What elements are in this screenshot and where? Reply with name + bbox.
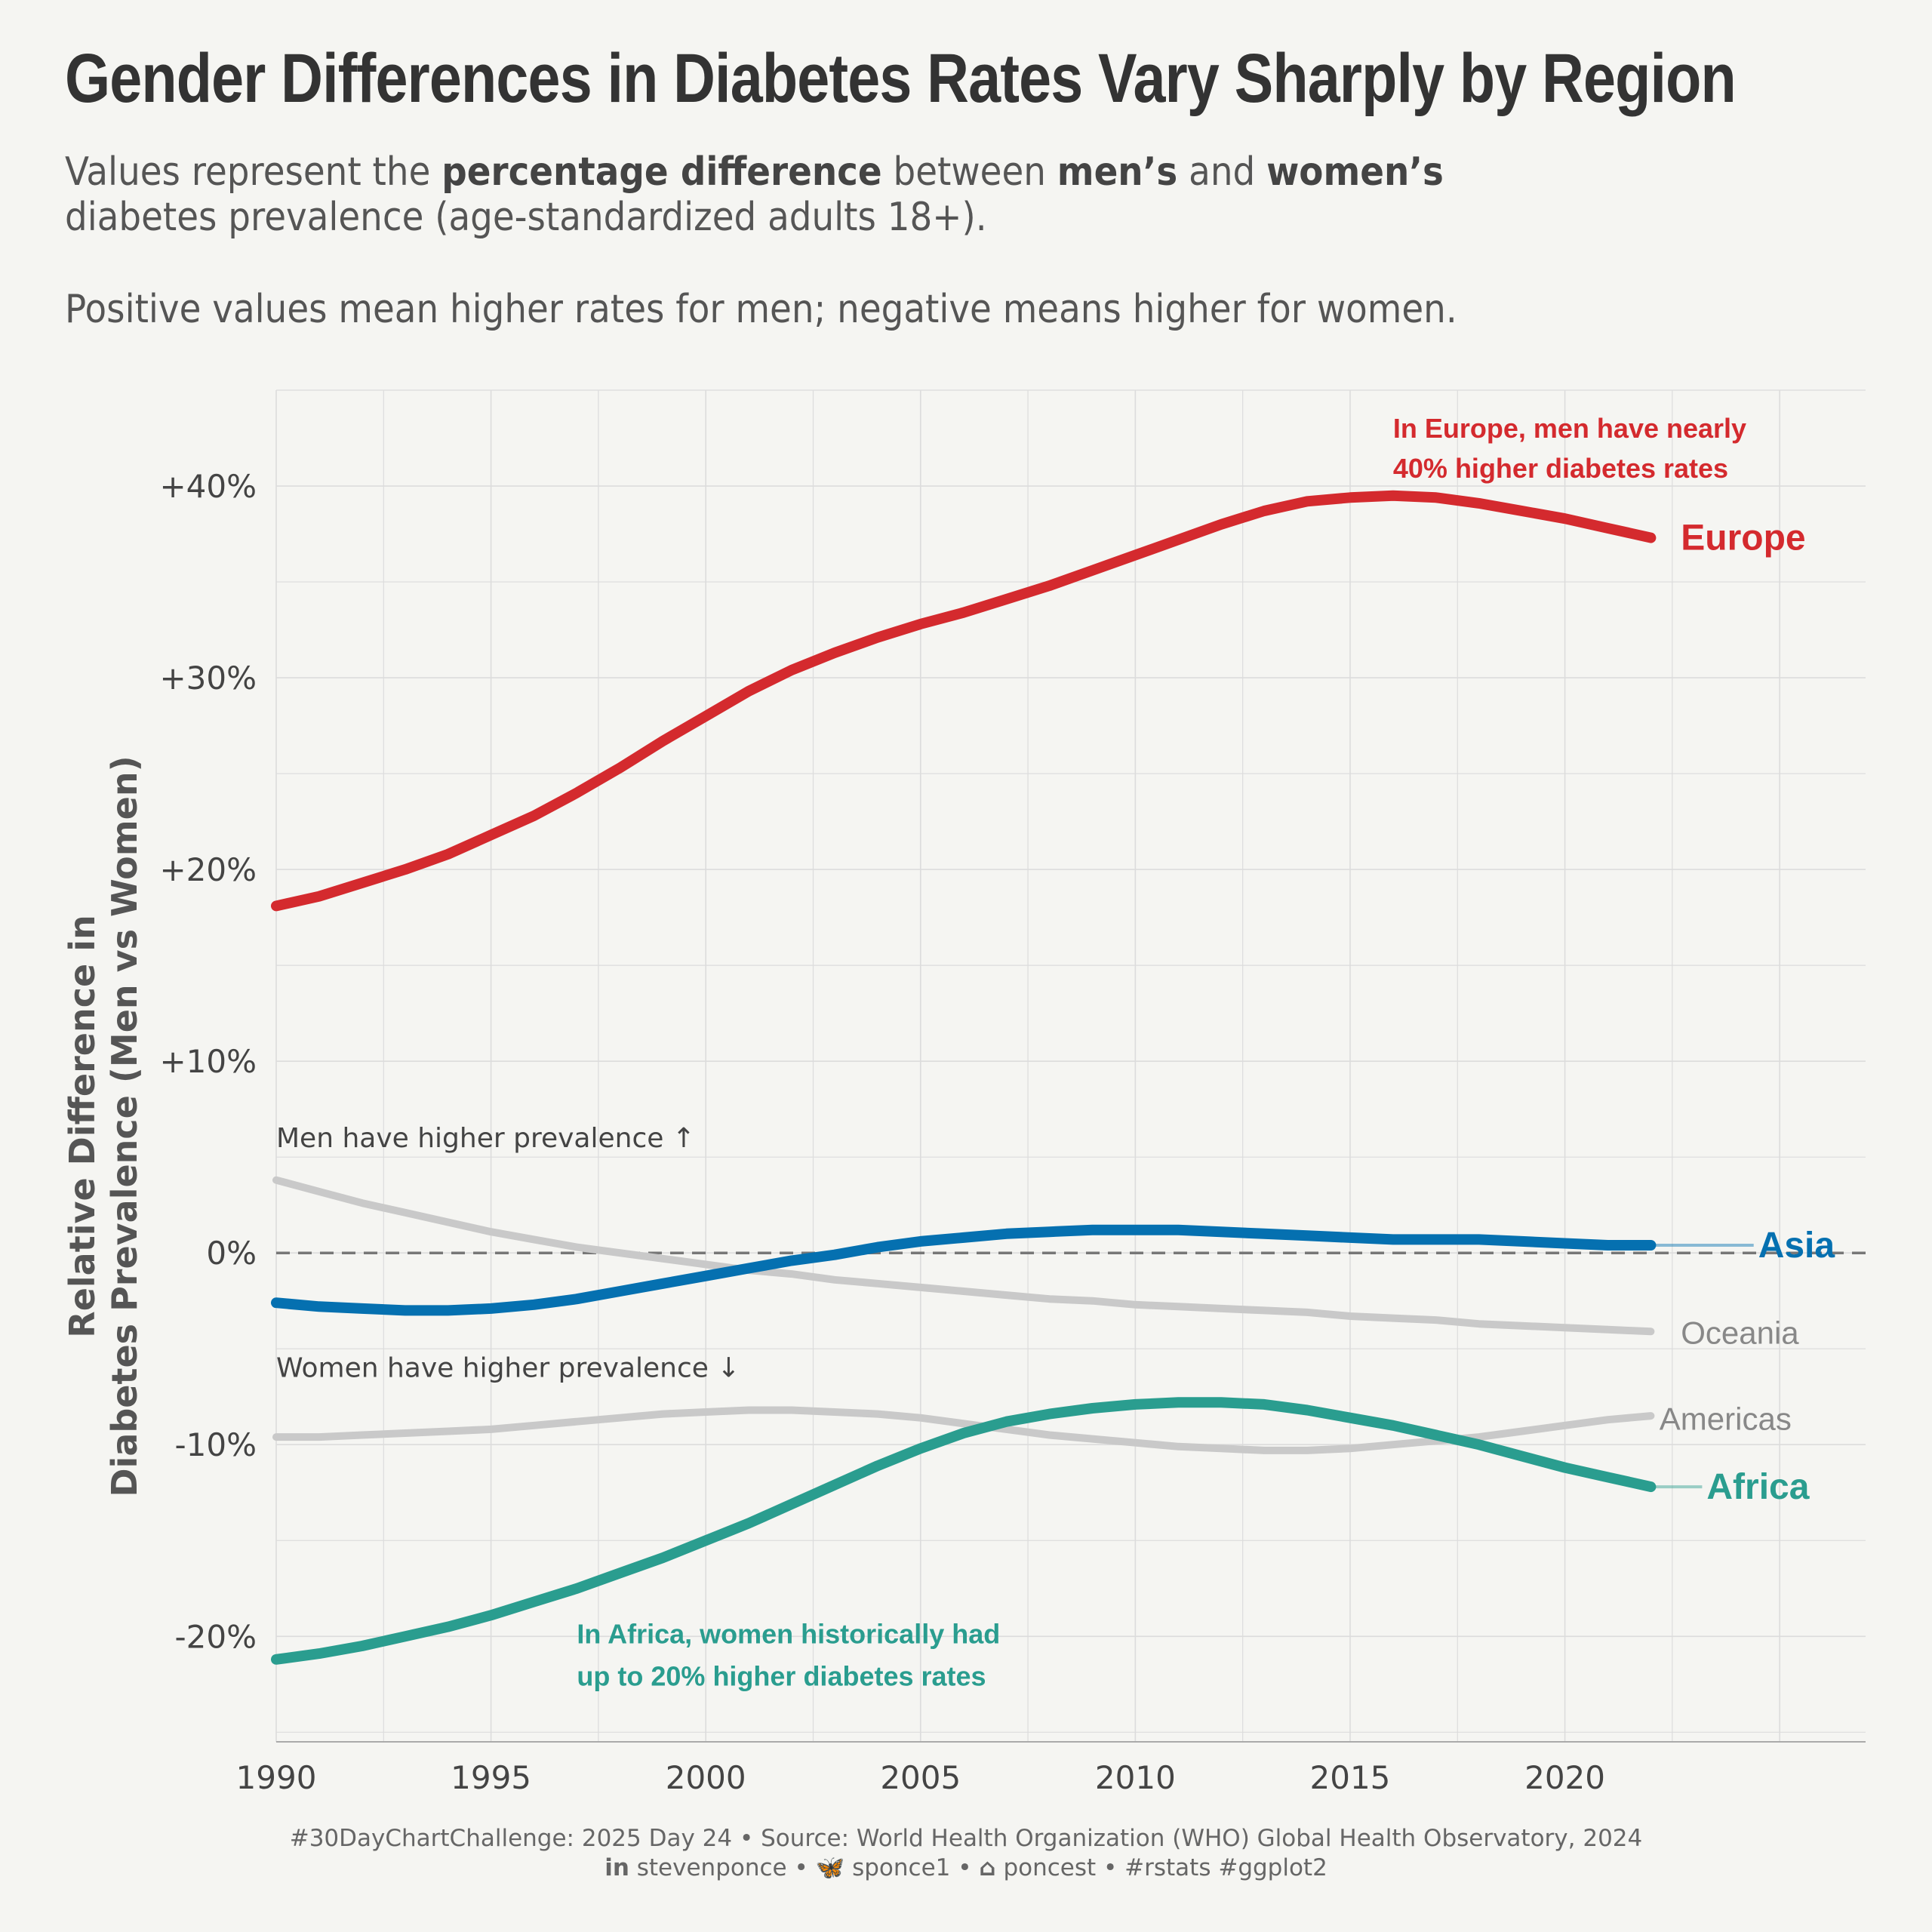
- github-icon: ⌂: [979, 1854, 996, 1881]
- annotation-africa-note-1: In Africa, women historically had: [577, 1619, 1000, 1650]
- x-tick-label: 2010: [1095, 1759, 1176, 1796]
- linkedin-handle: stevenponce: [636, 1854, 787, 1881]
- series-line-europe: [271, 490, 1657, 912]
- y-tick-label: +20%: [159, 851, 257, 888]
- caption-tags: #rstats #ggplot2: [1124, 1854, 1327, 1881]
- end-label-asia: Asia: [1758, 1226, 1835, 1266]
- caption-separator: •: [950, 1854, 980, 1881]
- caption-credits: in stevenponce • 🦋 sponce1 • ⌂ poncest •…: [0, 1854, 1932, 1881]
- subtitle-text: Values represent the: [65, 149, 442, 195]
- x-tick-label: 2020: [1524, 1759, 1605, 1796]
- annotation-africa-note-2: up to 20% higher diabetes rates: [577, 1661, 986, 1692]
- y-tick-label: -20%: [174, 1618, 257, 1655]
- end-label-americas: Americas: [1660, 1401, 1792, 1437]
- annotation-men-higher: Men have higher prevalence ↑: [276, 1123, 695, 1154]
- series-line-asia: [271, 1224, 1657, 1316]
- end-label-oceania: Oceania: [1681, 1315, 1799, 1350]
- annotation-europe-note-2: 40% higher diabetes rates: [1393, 453, 1728, 484]
- y-tick-label: +40%: [159, 468, 257, 505]
- x-tick-label: 1995: [451, 1759, 531, 1796]
- bluesky-icon: 🦋: [815, 1854, 845, 1881]
- subtitle-emphasis: percentage difference: [441, 149, 882, 195]
- caption-source: #30DayChartChallenge: 2025 Day 24 • Sour…: [289, 1825, 1643, 1852]
- end-label-europe: Europe: [1681, 518, 1805, 558]
- bluesky-handle: sponce1: [852, 1854, 951, 1881]
- subtitle-line-3: Positive values mean higher rates for me…: [65, 287, 1457, 332]
- chart-title: Gender Differences in Diabetes Rates Var…: [65, 40, 1737, 117]
- subtitle-emphasis: women’s: [1266, 149, 1444, 195]
- subtitle-emphasis: men’s: [1057, 149, 1178, 195]
- y-tick-label: -10%: [174, 1426, 257, 1463]
- y-tick-label: +10%: [159, 1043, 257, 1080]
- y-tick-label: +30%: [159, 660, 257, 697]
- x-tick-label: 2000: [666, 1759, 746, 1796]
- caption-separator: •: [786, 1854, 816, 1881]
- end-label-africa: Africa: [1706, 1467, 1809, 1507]
- subtitle-line-2: diabetes prevalence (age-standardized ad…: [65, 195, 987, 240]
- y-axis-title-line-2: Diabetes Prevalence (Men vs Women): [104, 755, 145, 1497]
- caption-separator: •: [1096, 1854, 1125, 1881]
- y-axis-title-line-1: Relative Difference in: [62, 915, 103, 1337]
- linkedin-icon: in: [605, 1854, 629, 1881]
- x-tick-label: 2005: [880, 1759, 961, 1796]
- y-tick-label: 0%: [206, 1235, 257, 1272]
- subtitle-line-1: Values represent the percentage differen…: [65, 149, 1444, 195]
- subtitle-text: and: [1177, 149, 1267, 195]
- x-tick-label: 1990: [236, 1759, 317, 1796]
- series-line-oceania: [272, 1176, 1655, 1336]
- series-line-americas: [272, 1406, 1655, 1454]
- series-line-africa: [271, 1397, 1657, 1665]
- annotation-europe-note-1: In Europe, men have nearly: [1393, 413, 1746, 444]
- x-tick-label: 2015: [1310, 1759, 1391, 1796]
- github-handle: poncest: [1003, 1854, 1097, 1881]
- subtitle-text: between: [881, 149, 1057, 195]
- annotation-women-higher: Women have higher prevalence ↓: [276, 1353, 740, 1384]
